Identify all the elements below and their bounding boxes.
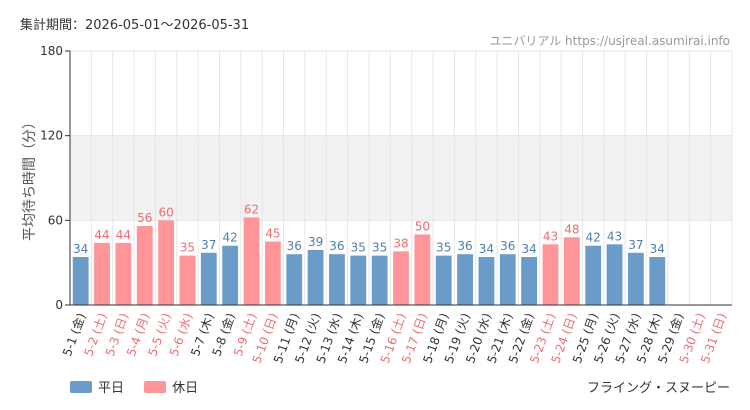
data-label-24: 48: [564, 222, 579, 236]
legend-swatch-weekday: [70, 380, 92, 393]
data-label-3: 44: [116, 228, 131, 242]
data-label-21: 36: [500, 239, 515, 253]
x-tick-labels: 5-1 (金)5-2 (土)5-3 (日)5-4 (月)5-5 (火)5-6 (…: [59, 311, 729, 365]
bar-22[interactable]: [521, 257, 538, 305]
bar-2[interactable]: [94, 242, 110, 305]
y-tick-labels: 0 60 120 180: [40, 44, 70, 312]
data-label-1: 34: [73, 242, 88, 256]
data-label-8: 42: [223, 231, 238, 245]
bar-12[interactable]: [307, 249, 324, 305]
period-label: 集計期間：2026-05-01〜2026-05-31: [20, 18, 250, 33]
bar-16[interactable]: [393, 251, 409, 305]
bar-25[interactable]: [585, 245, 602, 305]
data-label-14: 35: [351, 241, 366, 255]
bar-11[interactable]: [286, 254, 303, 305]
data-label-20: 34: [479, 242, 494, 256]
data-label-22: 34: [521, 242, 536, 256]
data-label-17: 50: [415, 219, 430, 233]
legend-label-holiday: 休日: [172, 381, 199, 396]
legend-label-weekday: 平日: [98, 381, 125, 396]
axes: [69, 51, 732, 306]
shaded-band-rect: [70, 135, 732, 221]
bar-17[interactable]: [414, 234, 431, 305]
data-label-2: 44: [94, 228, 109, 242]
bar-9[interactable]: [243, 217, 260, 305]
y-tick-label-0: 0: [55, 298, 63, 312]
y-tick-label-60: 60: [48, 213, 63, 227]
bars: [72, 217, 666, 306]
bar-3[interactable]: [115, 242, 132, 305]
data-label-13: 36: [329, 239, 344, 253]
bar-10[interactable]: [264, 241, 281, 306]
data-label-25: 42: [586, 231, 601, 245]
data-label-23: 43: [543, 229, 558, 243]
data-label-9: 62: [244, 203, 259, 217]
data-label-11: 36: [287, 239, 302, 253]
data-label-19: 36: [457, 239, 472, 253]
bar-15[interactable]: [371, 255, 388, 305]
legend: 平日 休日: [70, 377, 214, 397]
data-label-4: 56: [137, 211, 152, 225]
bar-13[interactable]: [329, 254, 345, 305]
data-label-12: 39: [308, 235, 323, 249]
data-labels: 34 44 44 56 60 35 37 42 62 45 36 39 36 35 35 38 50 35 36 34…: [73, 203, 665, 257]
y-tick-label-180: 180: [40, 44, 63, 58]
data-label-15: 35: [372, 241, 387, 255]
bar-24[interactable]: [563, 237, 580, 305]
bar-27[interactable]: [628, 252, 644, 305]
bar-21[interactable]: [499, 254, 516, 305]
bar-5[interactable]: [158, 220, 174, 305]
data-label-16: 38: [393, 236, 408, 250]
shaded-band: [70, 135, 732, 221]
bar-28[interactable]: [649, 257, 666, 305]
data-label-7: 37: [201, 238, 216, 252]
data-label-5: 60: [158, 205, 173, 219]
bar-6[interactable]: [179, 255, 196, 305]
bar-1[interactable]: [72, 257, 89, 305]
data-label-26: 43: [607, 229, 622, 243]
bar-19[interactable]: [457, 254, 473, 305]
bar-8[interactable]: [222, 245, 239, 305]
data-label-18: 35: [436, 241, 451, 255]
legend-item-weekday[interactable]: 平日: [70, 377, 124, 396]
bar-18[interactable]: [435, 255, 452, 305]
legend-item-holiday[interactable]: 休日: [144, 377, 198, 396]
source-credit: ユニバリアル https://usjreal.asumirai.info: [489, 34, 730, 48]
bar-26[interactable]: [606, 244, 623, 305]
y-tick-label-120: 120: [40, 129, 63, 143]
data-label-10: 45: [265, 227, 280, 241]
bar-7[interactable]: [200, 252, 217, 305]
y-axis-label: 平均待ち時間（分）: [22, 115, 38, 241]
data-label-6: 35: [180, 241, 195, 255]
bar-14[interactable]: [350, 255, 367, 305]
bar-23[interactable]: [542, 244, 559, 305]
data-label-28: 34: [650, 242, 665, 256]
bar-4[interactable]: [136, 225, 153, 305]
data-label-27: 37: [628, 238, 643, 252]
bar-20[interactable]: [478, 257, 495, 305]
attraction-name: フライング・スヌーピー: [586, 381, 730, 396]
legend-swatch-holiday: [144, 380, 167, 393]
